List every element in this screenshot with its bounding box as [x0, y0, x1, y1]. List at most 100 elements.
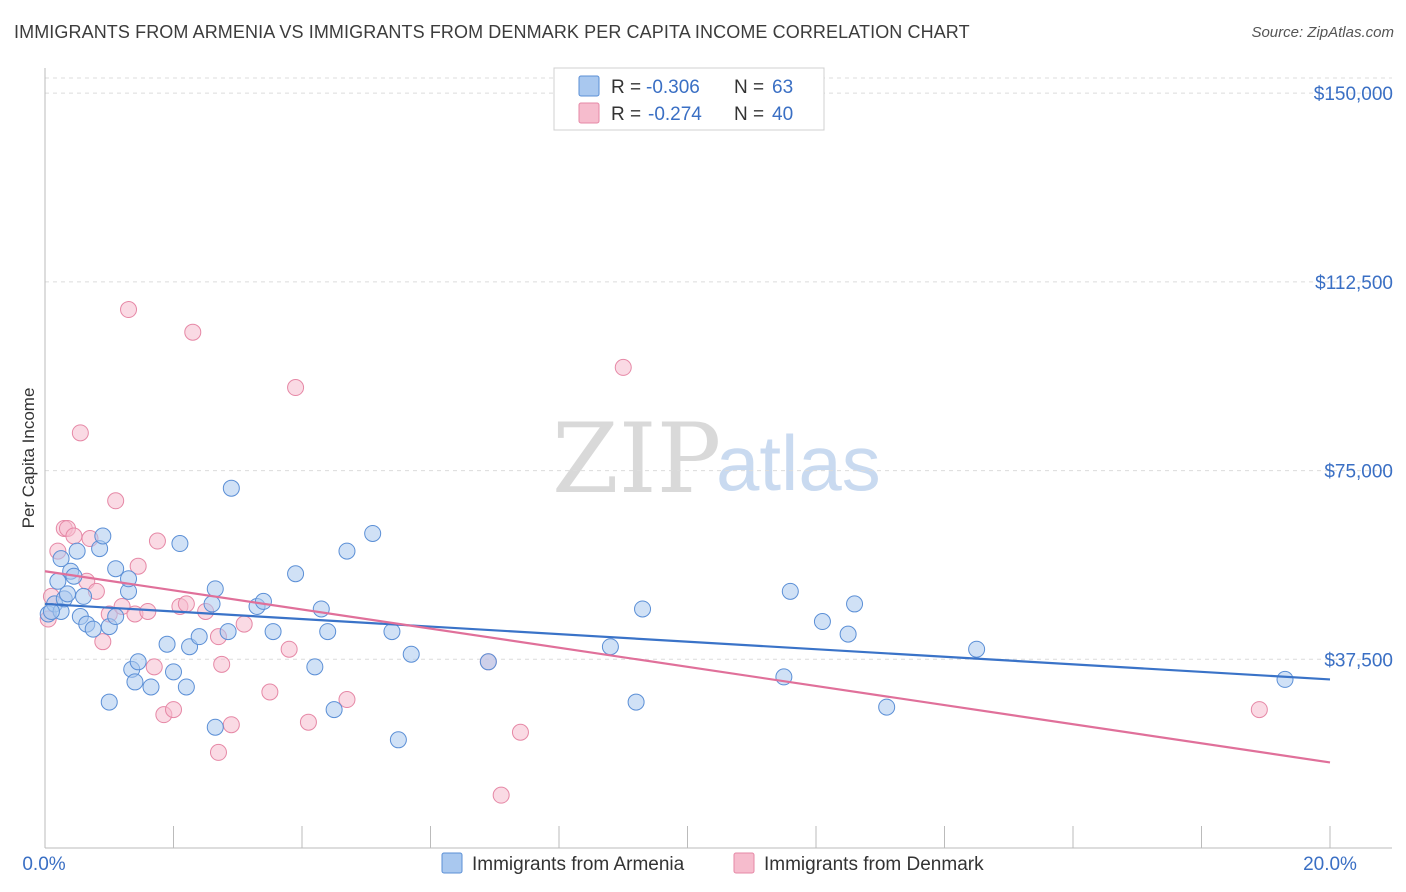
armenia-point — [100, 693, 118, 711]
armenia-point — [319, 623, 337, 641]
legend-swatch-armenia — [578, 75, 600, 97]
armenia-point — [68, 542, 86, 560]
legend-r-value-armenia: -0.306 — [646, 77, 700, 98]
y-axis-title: Per Capita Income — [19, 388, 38, 529]
y-tick-label: $37,500 — [1324, 650, 1393, 671]
denmark-point — [94, 633, 112, 651]
armenia-point — [264, 623, 282, 641]
armenia-point — [58, 585, 76, 603]
armenia-point — [813, 613, 831, 631]
armenia-point — [206, 718, 224, 736]
legend-r-label-denmark: R = — [611, 104, 641, 125]
armenia-point — [338, 542, 356, 560]
bottom-legend-label-armenia: Immigrants from Armenia — [472, 854, 685, 875]
y-tick-label: $150,000 — [1314, 84, 1393, 105]
denmark-point — [614, 358, 632, 376]
armenia-point — [222, 479, 240, 497]
armenia-point — [107, 560, 125, 578]
armenia-point — [287, 565, 305, 583]
armenia-point — [479, 653, 497, 671]
armenia-point — [402, 645, 420, 663]
legend-n-label-armenia: N = — [734, 77, 764, 98]
x-ticks — [44, 826, 1331, 848]
armenia-point — [126, 673, 144, 691]
y-tick-label: $112,500 — [1315, 273, 1393, 294]
denmark-point — [65, 527, 83, 545]
armenia-point — [968, 640, 986, 658]
legend-r-value-denmark: -0.274 — [648, 104, 702, 125]
armenia-point — [165, 663, 182, 681]
armenia-trend-line — [44, 602, 1331, 681]
armenia-point — [142, 678, 160, 696]
denmark-point — [1250, 701, 1268, 719]
x-tick-label-max: 20.0% — [1303, 854, 1357, 875]
denmark-point — [165, 701, 182, 719]
armenia-point — [94, 527, 112, 545]
denmark-point — [209, 743, 227, 761]
watermark-zip: ZIP — [552, 403, 721, 515]
armenia-point — [634, 600, 652, 618]
denmark-point — [120, 301, 138, 319]
armenia-point — [206, 580, 224, 598]
armenia-point — [52, 550, 70, 568]
armenia-point — [42, 602, 60, 620]
armenia-point — [190, 628, 208, 646]
armenia-point — [839, 625, 857, 643]
armenia-point — [846, 595, 864, 613]
x-tick-label-min: 0.0% — [22, 854, 65, 875]
armenia-point — [627, 693, 645, 711]
denmark-points — [39, 301, 1268, 804]
armenia-point — [306, 658, 324, 676]
denmark-point — [492, 786, 510, 804]
armenia-point — [383, 623, 401, 641]
grid — [45, 77, 1392, 660]
denmark-point — [511, 723, 529, 741]
armenia-point — [129, 653, 147, 671]
bottom-legend-swatch-armenia — [441, 852, 463, 874]
armenia-points — [39, 479, 1294, 749]
legend-n-value-armenia: 63 — [772, 77, 793, 98]
armenia-point — [389, 731, 407, 749]
source-label: Source: ZipAtlas.com — [1251, 24, 1394, 41]
denmark-point — [222, 716, 240, 734]
armenia-point — [1276, 670, 1294, 688]
armenia-point — [177, 678, 195, 696]
denmark-point — [71, 424, 89, 442]
denmark-trend-line — [44, 570, 1331, 764]
armenia-point — [75, 587, 93, 605]
legend-n-label-denmark: N = — [734, 104, 764, 125]
chart-title: IMMIGRANTS FROM ARMENIA VS IMMIGRANTS FR… — [14, 22, 970, 42]
y-tick-label: $75,000 — [1324, 462, 1393, 483]
denmark-point — [145, 658, 163, 676]
denmark-point — [287, 379, 305, 397]
denmark-point — [129, 557, 147, 575]
armenia-point — [325, 701, 343, 719]
legend-r-label-armenia: R = — [611, 77, 641, 98]
bottom-legend: Immigrants from Armenia Immigrants from … — [441, 852, 984, 875]
legend-n-value-denmark: 40 — [772, 104, 793, 125]
denmark-point — [235, 615, 253, 633]
armenia-point — [878, 698, 896, 716]
denmark-point — [338, 691, 356, 709]
denmark-point — [280, 640, 298, 658]
armenia-point — [254, 592, 272, 610]
denmark-point — [139, 602, 157, 620]
armenia-point — [312, 600, 330, 618]
armenia-point — [158, 635, 176, 653]
armenia-point — [219, 623, 237, 641]
denmark-point — [299, 713, 317, 731]
y-tick-labels: $37,500 $75,000 $112,500 $150,000 — [1314, 84, 1393, 671]
denmark-point — [213, 655, 231, 673]
bottom-legend-swatch-denmark — [733, 852, 755, 874]
legend: R = -0.306 N = 63 R = -0.274 N = 40 — [553, 67, 825, 131]
denmark-point — [261, 683, 279, 701]
armenia-point — [171, 535, 189, 553]
denmark-point — [184, 323, 202, 341]
armenia-point — [781, 582, 799, 600]
denmark-point — [177, 595, 195, 613]
armenia-point — [107, 608, 125, 626]
denmark-point — [148, 532, 166, 550]
denmark-point — [107, 492, 125, 510]
armenia-point — [601, 638, 619, 656]
